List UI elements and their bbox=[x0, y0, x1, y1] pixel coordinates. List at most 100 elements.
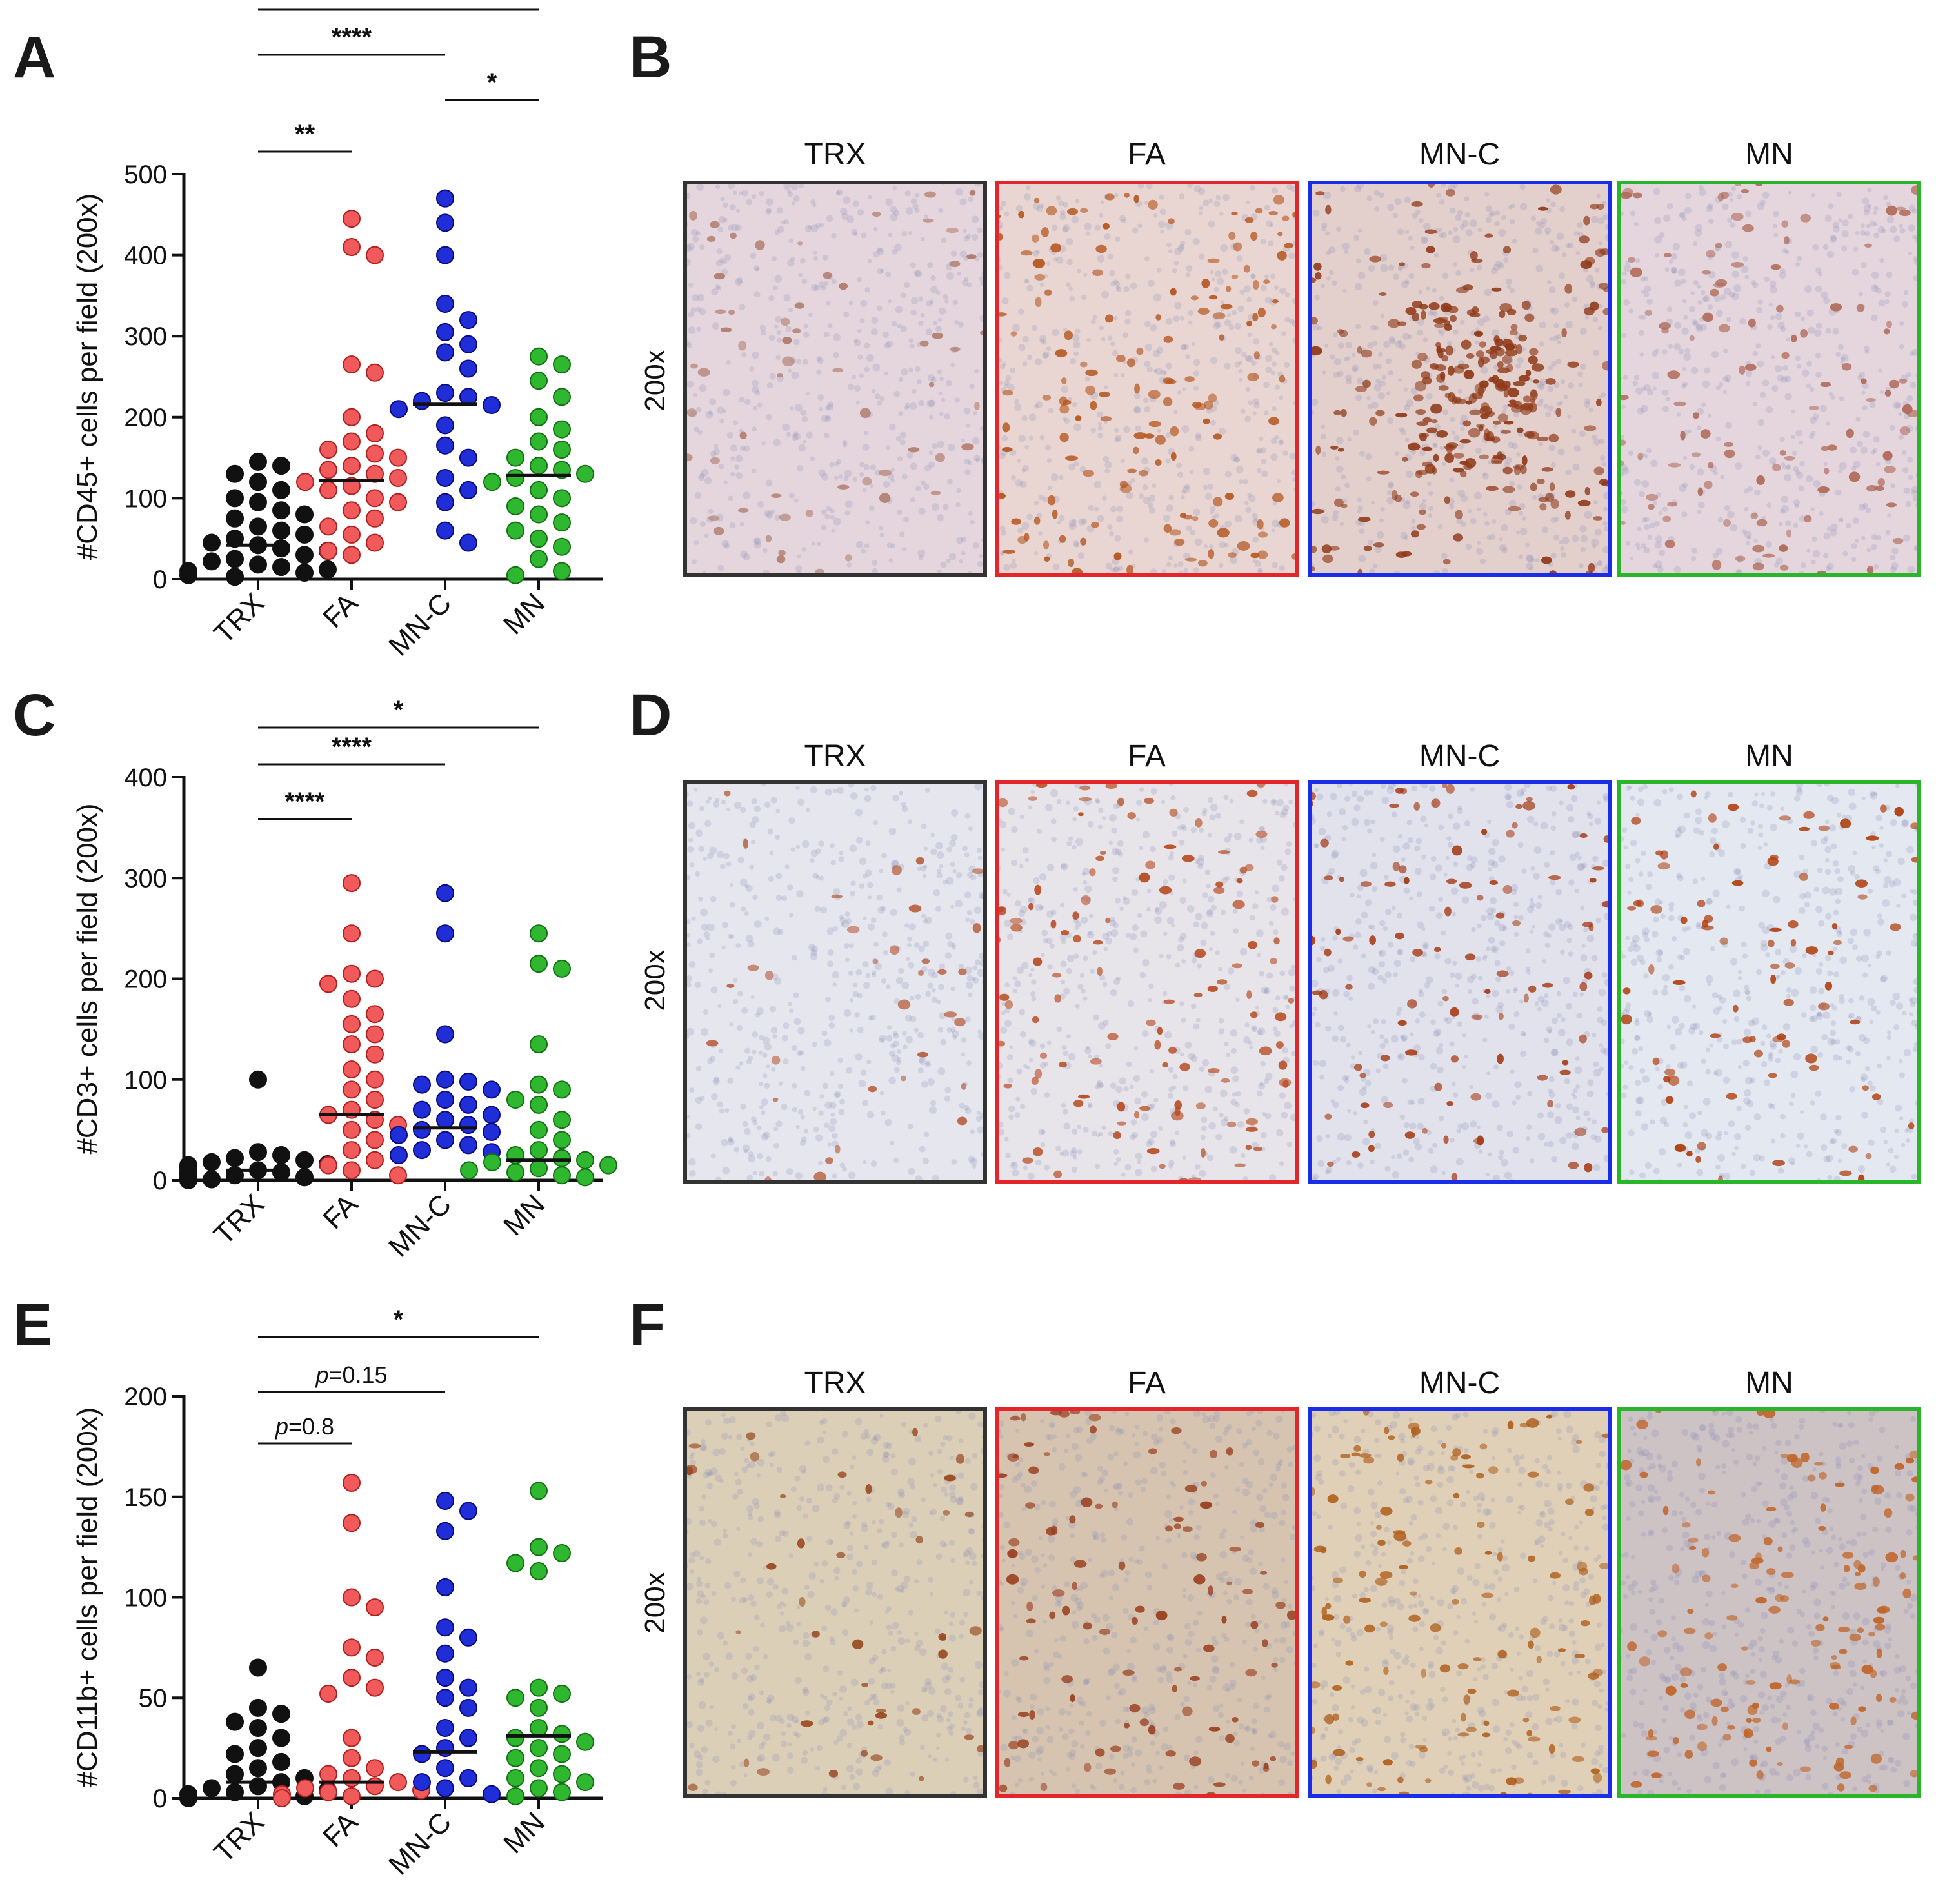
nucleus-texture bbox=[1794, 470, 1800, 475]
nucleus-texture bbox=[1762, 450, 1770, 457]
nucleus-texture bbox=[879, 396, 885, 402]
nucleus-texture bbox=[1123, 897, 1130, 905]
data-point bbox=[413, 1120, 431, 1139]
stained-cell bbox=[813, 1171, 826, 1182]
nucleus-texture bbox=[1224, 319, 1232, 326]
nucleus-texture bbox=[822, 254, 828, 261]
nucleus-texture bbox=[1188, 1052, 1195, 1060]
nucleus-texture bbox=[1510, 1069, 1515, 1074]
stained-cell bbox=[1827, 444, 1837, 451]
nucleus-texture bbox=[1289, 453, 1297, 461]
nucleus-texture bbox=[1572, 1142, 1579, 1150]
stained-cell bbox=[1667, 370, 1681, 379]
nucleus-texture bbox=[1159, 953, 1164, 959]
stained-cell bbox=[1246, 321, 1252, 327]
nucleus-texture bbox=[1433, 442, 1437, 448]
nucleus-texture bbox=[1811, 536, 1817, 542]
nucleus-texture bbox=[1372, 852, 1377, 857]
data-point bbox=[530, 1562, 548, 1581]
nucleus-texture bbox=[1403, 535, 1408, 540]
nucleus-texture bbox=[1586, 1090, 1594, 1098]
nucleus-texture bbox=[1428, 1147, 1434, 1154]
nucleus-texture bbox=[1815, 352, 1821, 359]
nucleus-texture bbox=[1430, 1019, 1436, 1026]
nucleus-texture bbox=[775, 808, 781, 813]
nucleus-texture bbox=[1265, 1073, 1273, 1080]
nucleus-texture bbox=[1218, 1028, 1225, 1035]
nucleus-texture bbox=[997, 1128, 1004, 1136]
nucleus-texture bbox=[1040, 1142, 1046, 1147]
nucleus-texture bbox=[1321, 937, 1326, 942]
nucleus-texture bbox=[1363, 818, 1371, 826]
stained-cell bbox=[771, 1055, 781, 1065]
nucleus-texture bbox=[1418, 1053, 1425, 1060]
nucleus-texture bbox=[1422, 952, 1428, 958]
data-point bbox=[436, 924, 454, 943]
data-point bbox=[506, 1729, 524, 1747]
nucleus-texture bbox=[709, 952, 715, 958]
stained-cell bbox=[835, 1145, 841, 1154]
nucleus-texture bbox=[797, 798, 804, 806]
nucleus-texture bbox=[1492, 839, 1499, 846]
nucleus-texture bbox=[1257, 468, 1262, 473]
nucleus-texture bbox=[1030, 1087, 1038, 1095]
stained-cell bbox=[1506, 829, 1515, 838]
nucleus-texture bbox=[1134, 1169, 1143, 1176]
nucleus-texture bbox=[1035, 358, 1043, 366]
nucleus-texture bbox=[1227, 833, 1233, 838]
stained-cell bbox=[1590, 204, 1599, 210]
nucleus-texture bbox=[1008, 808, 1015, 815]
nucleus-texture bbox=[1328, 868, 1335, 875]
nucleus-texture bbox=[883, 950, 888, 955]
nucleus-texture bbox=[1237, 1120, 1244, 1128]
nucleus-texture bbox=[1506, 284, 1512, 290]
nucleus-texture bbox=[717, 1101, 724, 1107]
nucleus-texture bbox=[843, 1009, 852, 1017]
nucleus-texture bbox=[1128, 549, 1133, 555]
nucleus-texture bbox=[906, 1036, 913, 1044]
nucleus-texture bbox=[1593, 1164, 1601, 1171]
nucleus-texture bbox=[1112, 876, 1118, 882]
nucleus-texture bbox=[1543, 404, 1549, 409]
nucleus-texture bbox=[1081, 518, 1088, 524]
nucleus-texture bbox=[1777, 374, 1784, 382]
nucleus-texture bbox=[1006, 892, 1011, 897]
nucleus-texture bbox=[1475, 340, 1480, 345]
stained-cell bbox=[1673, 401, 1686, 406]
nucleus-texture bbox=[1521, 787, 1526, 793]
nucleus-texture bbox=[1639, 1068, 1646, 1074]
nucleus-texture bbox=[1279, 565, 1285, 571]
stained-cell bbox=[954, 1018, 966, 1027]
nucleus-texture bbox=[918, 945, 925, 953]
nucleus-texture bbox=[999, 820, 1007, 829]
nucleus-texture bbox=[1021, 468, 1026, 473]
stained-cell bbox=[999, 993, 1010, 1001]
nucleus-texture bbox=[1866, 508, 1871, 513]
nucleus-texture bbox=[893, 998, 900, 1004]
nucleus-texture bbox=[1075, 328, 1081, 334]
nucleus-texture bbox=[1271, 361, 1277, 367]
nucleus-texture bbox=[1234, 515, 1242, 522]
stained-cell bbox=[1080, 208, 1088, 213]
nucleus-texture bbox=[1722, 376, 1728, 382]
nucleus-texture bbox=[1519, 184, 1526, 190]
nucleus-texture bbox=[1010, 562, 1017, 569]
nucleus-texture bbox=[941, 237, 946, 243]
nucleus-texture bbox=[1201, 922, 1208, 929]
nucleus-texture bbox=[1847, 213, 1853, 219]
nucleus-texture bbox=[1023, 1064, 1028, 1069]
nucleus-texture bbox=[863, 873, 868, 879]
nucleus-texture bbox=[1598, 395, 1602, 399]
nucleus-texture bbox=[1150, 324, 1157, 332]
nucleus-texture bbox=[728, 1136, 733, 1142]
nucleus-texture bbox=[1182, 878, 1187, 884]
data-point bbox=[249, 517, 267, 536]
tissue-background bbox=[685, 782, 985, 1182]
stained-cell bbox=[1592, 866, 1605, 871]
nucleus-texture bbox=[1065, 282, 1071, 288]
data-point bbox=[459, 1502, 477, 1520]
nucleus-texture bbox=[1256, 448, 1261, 453]
nucleus-texture bbox=[1359, 1088, 1367, 1096]
nucleus-texture bbox=[1461, 219, 1469, 227]
nucleus-texture bbox=[798, 273, 803, 277]
